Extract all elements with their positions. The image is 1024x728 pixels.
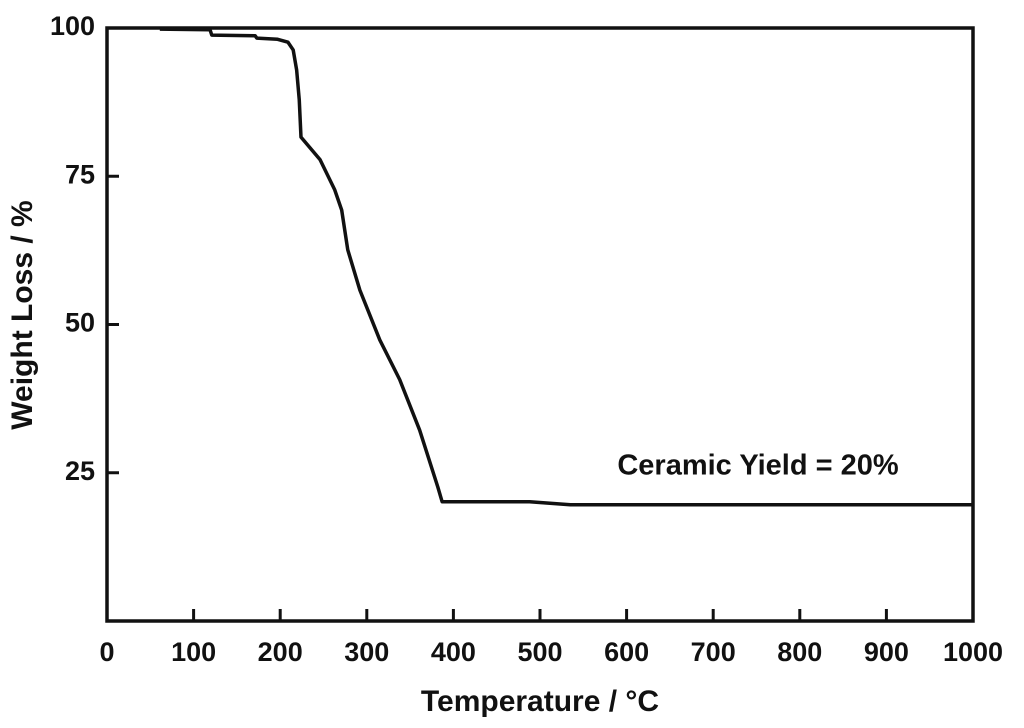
x-tick-label: 800	[777, 637, 822, 667]
y-tick-label: 50	[65, 308, 95, 338]
x-axis-label: Temperature / °C	[421, 685, 659, 718]
x-tick-label: 200	[258, 637, 303, 667]
x-tick-label: 1000	[943, 637, 1003, 667]
y-tick-label: 25	[65, 456, 95, 486]
x-tick-label: 700	[691, 637, 736, 667]
y-axis-label: Weight Loss / %	[6, 200, 39, 429]
x-tick-label: 900	[864, 637, 909, 667]
x-tick-label: 300	[344, 637, 389, 667]
x-tick-label: 400	[431, 637, 476, 667]
plot-frame	[105, 26, 975, 623]
y-tick-label: 100	[50, 11, 95, 41]
annotation: Ceramic Yield = 20%	[617, 450, 899, 482]
x-tick-label: 600	[604, 637, 649, 667]
x-tick-label: 500	[517, 637, 562, 667]
data-line	[159, 27, 973, 507]
y-tick-label: 75	[65, 159, 95, 189]
x-tick-label: 0	[99, 637, 114, 667]
x-tick-label: 100	[171, 637, 216, 667]
